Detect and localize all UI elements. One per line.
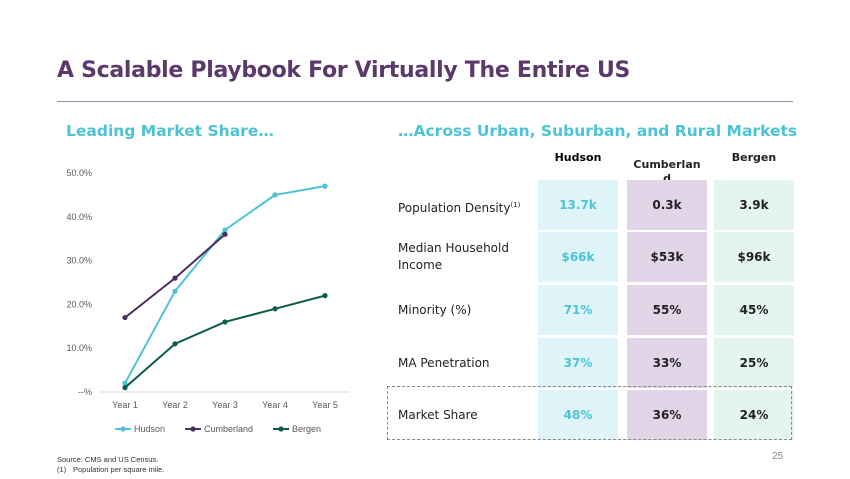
data-point-cumberland	[222, 231, 228, 237]
series-hudson	[122, 183, 328, 386]
data-point-bergen	[172, 341, 178, 347]
cell-cumberland-population-density: 0.3k	[627, 180, 707, 230]
cell-hudson-population-density: 13.7k	[538, 180, 618, 230]
y-tick-label: 30.0%	[66, 256, 92, 266]
cell-bergen-population-density: 3.9k	[714, 180, 794, 230]
source-note: Source: CMS and US Census.	[57, 455, 159, 464]
data-point-cumberland	[172, 275, 178, 281]
cell-cumberland-ma-penetration: 33%	[627, 338, 707, 388]
column-header-cumberland: Cumberlan d	[622, 144, 712, 186]
y-tick-label: 40.0%	[66, 212, 92, 222]
legend-item-bergen: Bergen	[273, 424, 321, 434]
footnote: (1) Population per square mile.	[57, 465, 164, 474]
legend-item-hudson: Hudson	[115, 424, 165, 434]
column-header-label: Cumberlan d	[633, 158, 701, 185]
data-point-bergen	[322, 293, 328, 299]
data-point-bergen	[222, 319, 228, 325]
legend-item-cumberland: Cumberland	[185, 424, 253, 434]
data-point-hudson	[122, 380, 128, 386]
column-header-label: Bergen	[731, 151, 777, 164]
row-label-population-density: Population Density(1)	[398, 201, 521, 215]
legend-label-cumberland: Cumberland	[204, 424, 253, 434]
market-share-highlight-box	[387, 386, 792, 440]
legend-marker-cumberland	[190, 426, 196, 432]
row-label-median-household-income: Median Household Income	[398, 241, 509, 272]
y-axis-ticks: --% 10.0% 20.0% 30.0% 40.0% 50.0%	[66, 168, 92, 397]
column-header-bergen: Bergen	[709, 151, 799, 165]
data-point-cumberland	[122, 314, 128, 321]
market-share-line-chart: --%10.0%20.0%30.0%40.0%50.0% Year 1 Year …	[66, 168, 350, 434]
data-point-hudson	[222, 227, 228, 233]
data-point-hudson	[172, 288, 178, 294]
column-header-label: Hudson	[554, 151, 602, 164]
series-line-bergen	[124, 294, 326, 389]
data-point-bergen	[272, 306, 278, 312]
x-tick-label: Year 2	[162, 400, 188, 410]
footnote-mark: (1)	[57, 465, 67, 474]
title-divider	[57, 101, 793, 102]
series-bergen	[122, 293, 328, 391]
data-point-hudson	[322, 183, 328, 189]
x-tick-label: Year 3	[212, 400, 238, 410]
x-tick-label: Year 4	[262, 400, 288, 410]
y-tick-label: 10.0%	[66, 343, 92, 353]
page-number: 25	[772, 451, 784, 462]
series-cumberland	[122, 231, 228, 321]
legend-marker-hudson	[120, 426, 126, 432]
series-line-hudson	[124, 185, 326, 384]
cell-hudson-market-share: 48%	[538, 390, 618, 440]
legend-label-bergen: Bergen	[292, 424, 321, 434]
cell-cumberland-median-household-income: $53k	[627, 232, 707, 282]
cell-hudson-ma-penetration: 37%	[538, 338, 618, 388]
footnote-reference: (1)	[510, 201, 521, 209]
right-section-heading: …Across Urban, Suburban, and Rural Marke…	[398, 122, 798, 140]
cell-bergen-market-share: 24%	[714, 390, 794, 440]
left-section-heading: Leading Market Share…	[66, 122, 274, 140]
y-tick-label: 50.0%	[66, 168, 92, 178]
cell-bergen-ma-penetration: 25%	[714, 338, 794, 388]
series-layer	[122, 183, 328, 391]
cell-cumberland-market-share: 36%	[627, 390, 707, 440]
data-point-hudson	[272, 192, 278, 198]
legend-marker-bergen	[278, 426, 284, 432]
legend-label-hudson: Hudson	[134, 424, 165, 434]
row-label-ma-penetration: MA Penetration	[398, 356, 490, 370]
column-header-hudson: Hudson	[533, 151, 623, 165]
y-tick-label: --%	[78, 387, 92, 397]
x-axis-ticks: Year 1 Year 2 Year 3 Year 4 Year 5	[112, 400, 338, 410]
row-label-market-share: Market Share	[398, 408, 478, 422]
cell-hudson-median-household-income: $66k	[538, 232, 618, 282]
y-tick-label: 20.0%	[66, 299, 92, 309]
cell-bergen-median-household-income: $96k	[714, 232, 794, 282]
cell-bergen-minority: 45%	[714, 285, 794, 335]
footnote-text: Population per square mile.	[73, 465, 165, 474]
x-tick-label: Year 5	[312, 400, 338, 410]
data-point-bergen	[122, 385, 128, 391]
page-title: A Scalable Playbook For Virtually The En…	[57, 58, 631, 83]
cell-hudson-minority: 71%	[538, 285, 618, 335]
cell-cumberland-minority: 55%	[627, 285, 707, 335]
x-tick-label: Year 1	[112, 400, 138, 410]
chart-legend: Hudson Cumberland Bergen	[115, 424, 321, 434]
row-label-minority: Minority (%)	[398, 303, 472, 317]
